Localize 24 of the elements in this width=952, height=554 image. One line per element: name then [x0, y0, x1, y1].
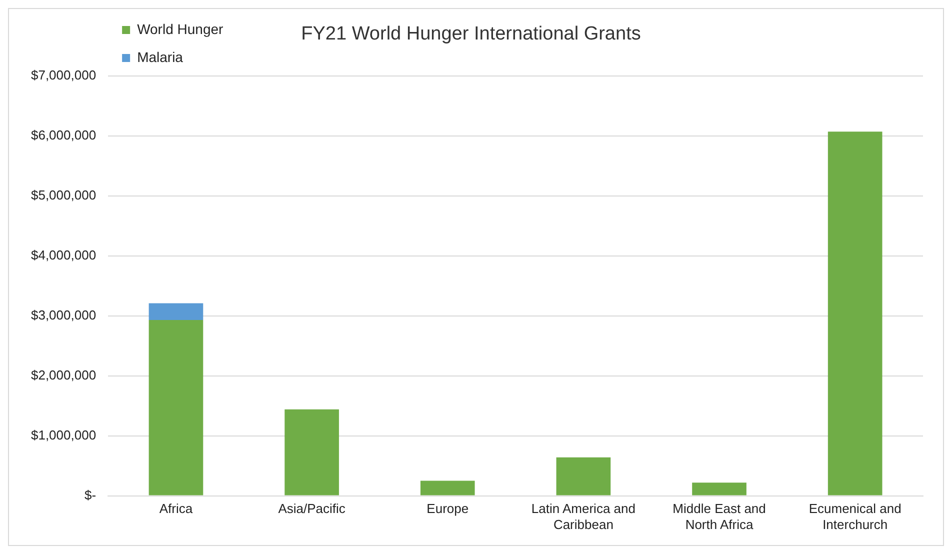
chart-title: FY21 World Hunger International Grants [301, 24, 641, 45]
bar [828, 132, 882, 496]
bar [148, 320, 204, 496]
y-tick-label: $1,000,000 [30, 427, 96, 442]
y-tick-label: $4,000,000 [30, 247, 96, 262]
bar [692, 482, 746, 496]
y-tick-label: $- [84, 487, 96, 502]
bar [284, 409, 339, 496]
x-tick-label: Asia/Pacific [278, 501, 346, 516]
y-tick-label: $2,000,000 [30, 367, 96, 382]
bar [556, 457, 611, 496]
y-tick-label: $3,000,000 [30, 307, 96, 322]
x-tick-label: Middle East and North Africa [672, 501, 766, 532]
bar [148, 303, 204, 320]
x-tick-label: Europe [426, 501, 469, 516]
legend-label: Malaria [137, 48, 184, 65]
x-tick-label: Africa [159, 501, 194, 516]
y-tick-label: $6,000,000 [30, 127, 96, 142]
y-tick-label: $7,000,000 [30, 67, 96, 82]
y-tick-label: $5,000,000 [30, 187, 96, 202]
legend-label: World Hunger [137, 20, 224, 37]
x-tick-label: Ecumenical and Interchurch [808, 501, 902, 532]
x-tick-label: Latin America and Caribbean [531, 501, 636, 532]
bar [420, 480, 475, 496]
